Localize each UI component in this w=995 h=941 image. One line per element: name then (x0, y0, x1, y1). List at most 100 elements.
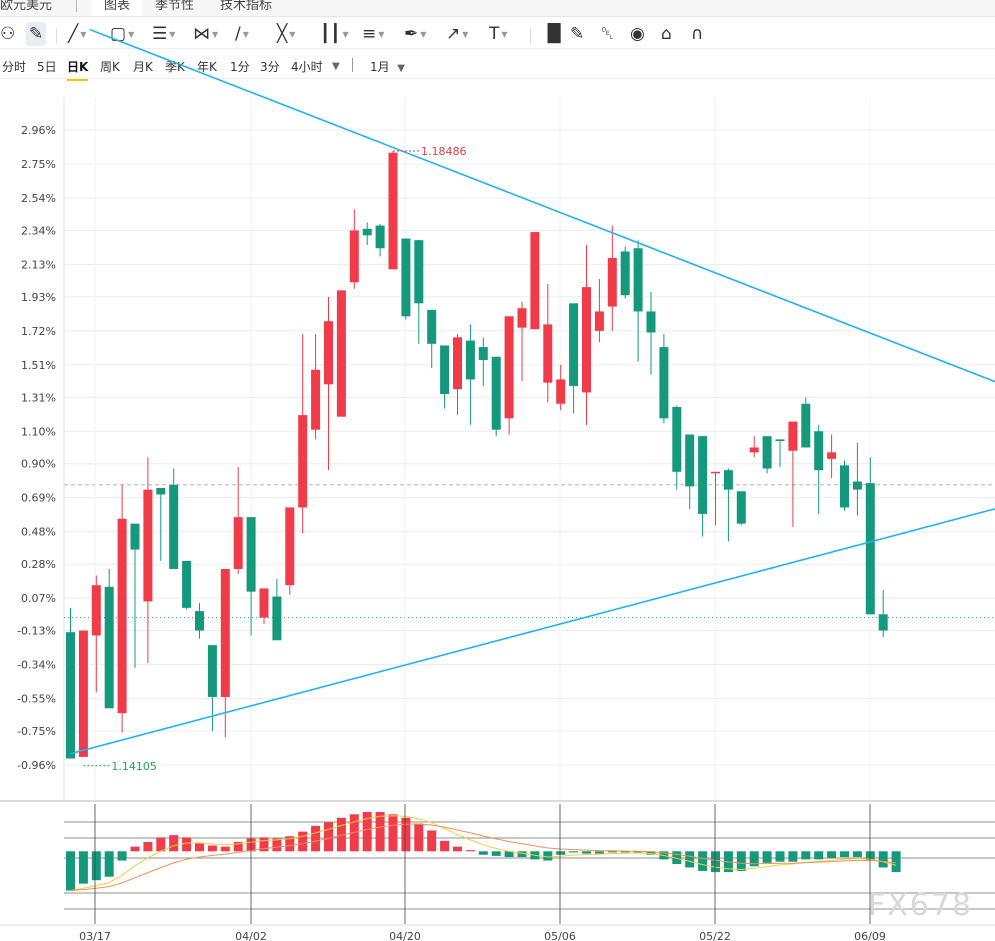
indicator-bar (698, 851, 708, 871)
eye-icon[interactable]: ◉ (630, 24, 645, 44)
indicator-bar (711, 851, 720, 873)
range-dropdown[interactable]: 1月 ▼ (370, 58, 405, 75)
y-tick-label: 0.48% (21, 526, 56, 539)
candle-body (130, 523, 140, 550)
drawing-toolbar: ⚇ ✎ ╱ ▼ ▢ ▼ ☰ ▼ ⋈ ▼ ∕ ▼ ╳ ▼ ┃┃ ▼ ≡ ▼ ✒ ▼ ↗ ▼ T ▼ ▐▌… (0, 20, 995, 49)
indicator-bar (543, 851, 553, 861)
period-weekly[interactable]: 周K (100, 60, 120, 74)
candle (556, 364, 566, 411)
candle (491, 356, 501, 437)
indicator-bar (220, 846, 230, 852)
candle-body (427, 309, 437, 344)
indicator-bar (556, 851, 566, 855)
indicator-bar (491, 851, 501, 856)
candle (711, 471, 720, 526)
candle (246, 517, 256, 636)
toolbar-divider (56, 28, 57, 44)
period-3min[interactable]: 3分 (260, 60, 280, 74)
magnet-icon[interactable]: ⚇ (0, 24, 16, 44)
annotations: 1.18486 1.14105 (83, 145, 467, 773)
candle-body (762, 436, 772, 469)
unlock-icon[interactable]: ⌂ (661, 24, 672, 44)
high-label: 1.18486 (421, 145, 467, 158)
range-label: 1月 (370, 60, 390, 74)
candle-body (453, 337, 462, 390)
candle-body (749, 447, 759, 453)
channel-icon[interactable]: ☰ ▼ (152, 24, 176, 44)
toolbar-divider (530, 28, 531, 44)
period-yearly[interactable]: 年K (197, 60, 217, 74)
pencil-icon[interactable]: ✎ (26, 22, 47, 46)
candle-body (659, 347, 669, 419)
x-tick-label: 04/02 (235, 930, 267, 941)
cross-line-icon[interactable]: ╳ ▼ (277, 24, 296, 44)
indicator-bar (298, 831, 308, 852)
candle-body (582, 287, 591, 393)
period-timeshare[interactable]: 分时 (2, 60, 27, 74)
y-tick-label: 0.69% (21, 492, 56, 505)
indicator-average-line (70, 823, 897, 892)
indicator-panel (64, 804, 995, 924)
range-icon[interactable]: ≡ ▼ (362, 24, 385, 44)
candle (156, 487, 166, 561)
candle-body (633, 248, 643, 312)
more-periods-dropdown[interactable]: ▼ (332, 58, 340, 72)
period-divider (352, 58, 353, 72)
tab-symbol[interactable]: 欧元美元 (0, 0, 53, 13)
indicator-bar (414, 823, 424, 852)
indicator-bar (646, 851, 656, 855)
period-quarterly[interactable]: 季K (165, 60, 185, 74)
candle (827, 434, 837, 479)
period-4hour[interactable]: 4小时 (291, 60, 323, 74)
period-1min[interactable]: 1分 (230, 60, 250, 74)
indicator-bar (736, 851, 746, 871)
candle-body (220, 568, 230, 697)
candle-body (840, 465, 849, 508)
fib-icon[interactable]: ┃┃ ▼ (320, 24, 349, 44)
candle-body (298, 415, 308, 508)
ray-icon[interactable]: ∕ ▼ (235, 24, 249, 44)
candle (749, 436, 759, 458)
trendlines (70, 28, 995, 755)
candle-body (362, 228, 372, 236)
candle (130, 523, 140, 668)
line-icon[interactable]: ╱ ▼ (68, 24, 87, 44)
candle-body (272, 596, 282, 641)
candle-body (827, 452, 837, 459)
candle-body (556, 379, 566, 404)
trash-icon[interactable]: ␡ (601, 24, 615, 44)
pattern-icon[interactable]: ⋈ ▼ (193, 24, 219, 44)
indicator-bar (788, 851, 798, 862)
indicator-bar (749, 851, 759, 867)
tab-indicators[interactable]: 技术指标 (220, 0, 273, 13)
candle (517, 301, 527, 382)
tab-chart[interactable]: 图表 (92, 0, 143, 16)
indicator-bar (66, 851, 75, 891)
candle-body (336, 290, 346, 417)
period-daily[interactable]: 日K (67, 60, 89, 81)
candle (865, 457, 875, 615)
candle (375, 223, 385, 257)
tab-seasonality[interactable]: 季节性 (155, 0, 195, 13)
indicator-signal-line (70, 815, 897, 892)
candle (801, 397, 811, 448)
candle (504, 316, 514, 435)
period-5day[interactable]: 5日 (37, 60, 57, 74)
indicator-bar (633, 851, 643, 853)
candle (775, 439, 785, 467)
period-monthly[interactable]: 月K (133, 60, 153, 74)
indicator-bar (827, 851, 837, 859)
magnet-snap-icon[interactable]: ∩ (691, 24, 704, 44)
edit-icon[interactable]: ✎ (570, 24, 585, 44)
indicator-bar (517, 851, 527, 858)
arrow-icon[interactable]: ↗ ▼ (446, 24, 469, 44)
candle (659, 334, 669, 424)
indicator-bar (762, 851, 772, 863)
candle (582, 245, 591, 425)
indicator-icon[interactable]: ▐▌ (541, 24, 568, 44)
text-icon[interactable]: T ▼ (489, 24, 508, 44)
x-axis-ticks: 03/17 04/02 04/20 05/06 05/22 06/09 (0, 924, 995, 941)
brush-icon[interactable]: ✒ ▼ (404, 24, 427, 44)
candle-body (311, 369, 321, 430)
